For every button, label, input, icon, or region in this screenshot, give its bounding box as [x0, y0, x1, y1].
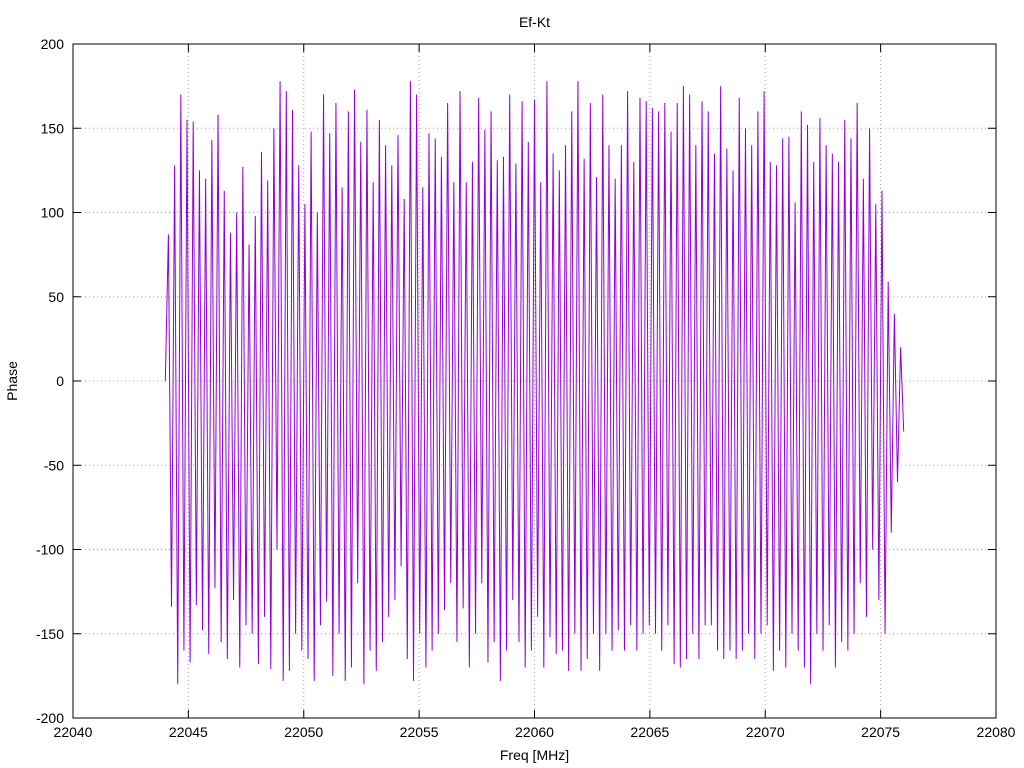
x-tick-label: 22050	[284, 724, 323, 740]
y-tick-label: 200	[41, 36, 65, 52]
tick-marks	[72, 43, 997, 719]
x-tick-label: 22075	[861, 724, 900, 740]
y-tick-label: 0	[56, 373, 64, 389]
y-axis-label: Phase	[4, 361, 20, 401]
y-tick-label: -50	[44, 457, 64, 473]
x-tick-label: 22060	[515, 724, 554, 740]
y-tick-label: 100	[41, 205, 65, 221]
x-tick-label: 22055	[400, 724, 439, 740]
x-axis-label: Freq [MHz]	[500, 747, 569, 763]
y-tick-label: 150	[41, 120, 65, 136]
x-tick-label: 22045	[169, 724, 208, 740]
x-tick-label: 22070	[746, 724, 785, 740]
series-line	[164, 81, 905, 685]
x-tick-labels: 22040 22045 22050 22055 22060 22065 22070 22075…	[54, 724, 1016, 740]
y-tick-label: -200	[36, 710, 64, 726]
y-tick-label: 50	[48, 289, 64, 305]
series-layer	[164, 81, 905, 685]
chart-title: Ef-Kt	[519, 14, 550, 30]
y-tick-labels: -200 -150 -100 -50 0 50 100 150 200	[36, 36, 64, 726]
x-tick-label: 22080	[977, 724, 1016, 740]
x-tick-label: 22040	[54, 724, 93, 740]
y-tick-label: -100	[36, 542, 64, 558]
y-tick-label: -150	[36, 626, 64, 642]
x-tick-label: 22065	[630, 724, 669, 740]
